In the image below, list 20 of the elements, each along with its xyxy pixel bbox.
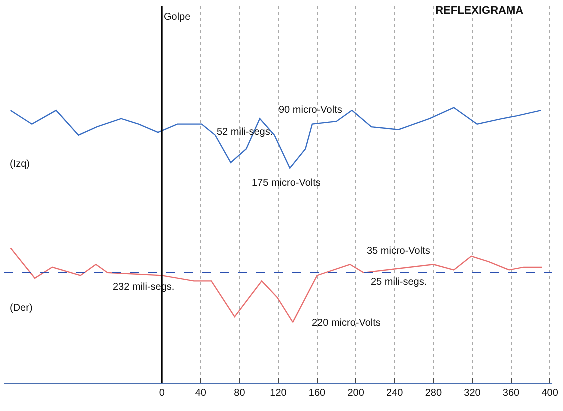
x-tick-label: 200 (348, 388, 365, 399)
x-tick-label: 160 (308, 388, 326, 399)
x-tick-label: 240 (386, 388, 404, 399)
annotation: 35 micro-Volts (367, 246, 430, 257)
annotation: 175 micro-Volts (252, 178, 321, 189)
x-tick-label: 400 (542, 388, 559, 399)
annotation: 25 mili-segs. (371, 277, 428, 288)
annotation: 90 micro-Volts (279, 105, 342, 116)
annotation: Golpe (164, 12, 192, 23)
annotation: (Der) (10, 303, 33, 314)
x-tick-label: 320 (464, 388, 482, 399)
annotation: (Izq) (10, 159, 30, 170)
x-tick-label: 360 (502, 388, 520, 399)
x-tick-label: 280 (425, 388, 442, 399)
x-tick-label: 0 (159, 388, 166, 399)
x-tick-label: 80 (234, 388, 246, 399)
x-tick-label: 120 (270, 388, 288, 399)
annotation: 220 micro-Volts (312, 318, 381, 329)
x-tick-label: 40 (195, 388, 207, 399)
chart-title: REFLEXIGRAMA (436, 4, 524, 17)
